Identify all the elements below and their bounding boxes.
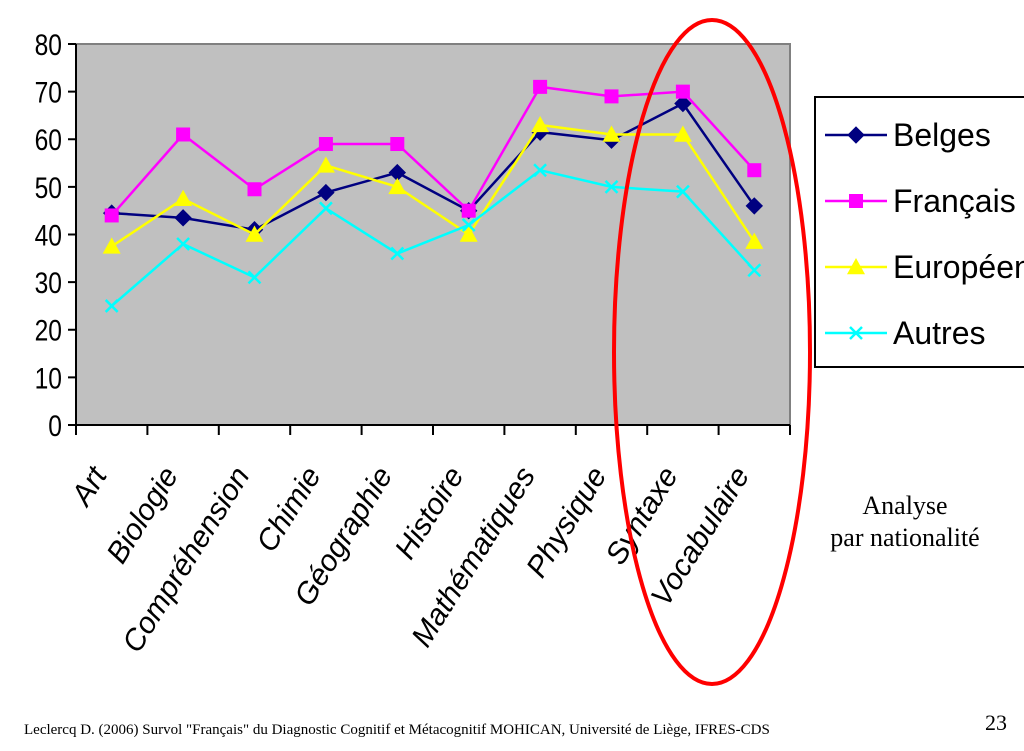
data-point-marker [847,258,865,275]
y-tick-label: 60 [35,123,62,157]
marker-stroke [319,201,333,216]
data-point-marker [247,182,262,197]
x-category-label: Art [64,460,114,513]
series-line [111,123,756,248]
caption: Analyse par nationalité [790,490,1020,554]
y-tick-label: 80 [35,28,62,62]
legend-entry: Français [825,183,1016,219]
marker-stroke [390,246,405,261]
y-tick-label: 0 [48,409,62,443]
legend-box [814,96,1024,368]
y-tick-label: 30 [35,266,62,300]
data-point-marker [319,201,333,216]
data-point-marker [316,156,335,173]
data-point-marker [747,163,762,178]
data-point-marker [604,179,619,194]
data-point-marker [461,218,476,232]
marker-stroke [849,326,863,340]
data-point-marker [459,225,478,242]
marker-stroke [747,263,762,278]
series-français [104,79,762,223]
footer-citation: Leclercq D. (2006) Survol "Français" du … [24,722,770,738]
data-point-marker [390,137,405,152]
data-point-marker [104,208,119,223]
series-autres [104,163,762,313]
data-point-marker [388,177,407,195]
series-lines [102,79,764,313]
data-point-marker [318,137,333,152]
marker-stroke [247,270,262,285]
data-point-marker [673,125,692,142]
x-category-label: Chimie [250,461,327,558]
caption-line-1: Analyse [862,491,948,520]
marker-stroke [604,179,619,194]
highlight-overlay [612,18,812,686]
legend-entry: Autres [825,315,985,351]
y-tick-label: 70 [35,75,62,109]
y-tick-label: 20 [35,313,62,347]
y-tick-label: 40 [35,218,62,252]
legend-entry: Européens [825,249,1024,285]
data-point-marker [533,79,548,94]
data-point-marker [602,125,621,142]
y-tick-label: 50 [35,171,62,205]
data-point-marker [531,115,550,133]
data-point-marker [604,89,619,104]
data-point-marker [745,197,764,215]
legend: Belges Français Européens Autres [814,96,1024,368]
legend-label: Européens [893,249,1024,285]
legend-label: Belges [893,117,991,153]
data-point-marker [176,127,191,142]
plot-area [75,43,791,426]
data-point-marker [674,94,692,113]
data-point-marker [847,126,865,144]
y-tick-label: 10 [35,361,62,395]
highlight-ellipse [612,18,812,686]
data-point-marker [533,163,547,178]
marker-stroke [176,237,190,251]
data-point-marker [745,232,764,249]
data-point-marker [317,183,335,202]
legend-label: Français [893,183,1016,219]
page-number: 23 [985,710,1007,735]
marker-stroke [461,218,476,232]
legend-label: Autres [893,315,985,351]
data-point-marker [849,194,863,208]
marker-stroke [104,299,119,313]
data-point-marker [390,246,405,261]
series-line [111,101,756,232]
data-point-marker [176,237,190,251]
data-point-marker [461,203,476,218]
marker-stroke [676,184,690,199]
series-européens [102,115,764,254]
data-point-marker [676,184,690,199]
series-line [110,168,756,307]
data-point-marker [247,270,262,285]
data-point-marker [102,237,121,254]
data-point-marker [174,209,192,227]
plot-background [75,43,791,426]
x-category-label: Compréhension [116,461,256,658]
data-point-marker [675,84,690,99]
data-point-marker [747,263,762,278]
data-point-marker [849,326,863,340]
data-point-marker [174,189,193,206]
marker-stroke [533,163,547,178]
data-point-marker [104,299,119,313]
caption-line-2: par nationalité [830,523,980,552]
data-point-marker [245,225,264,242]
legend-entry: Belges [825,117,991,153]
series-line [110,85,756,217]
